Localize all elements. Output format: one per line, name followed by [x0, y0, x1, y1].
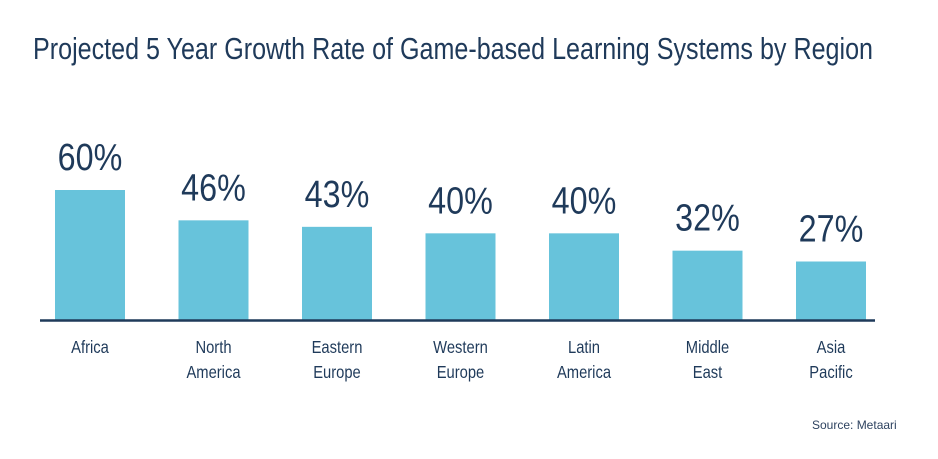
bar [55, 190, 125, 320]
x-tick-label: North [195, 338, 231, 358]
x-tick-label: Middle [686, 338, 729, 358]
x-tick-label: East [693, 363, 723, 383]
x-tick-label: Pacific [809, 363, 852, 383]
bar [302, 226, 372, 320]
x-tick-label: America [557, 363, 612, 383]
x-tick-label: Asia [817, 338, 846, 358]
x-tick-label: Europe [313, 363, 361, 383]
bar [672, 250, 743, 320]
data-label: 32% [675, 197, 740, 239]
x-tick-label: Europe [437, 363, 485, 383]
data-label: 60% [58, 137, 123, 179]
x-tick-label: Eastern [312, 338, 363, 358]
bar [425, 233, 496, 320]
x-tick-label: Africa [71, 338, 109, 358]
data-label: 27% [799, 208, 864, 250]
source-note: Source: Metaari [812, 418, 897, 432]
data-label: 40% [552, 180, 617, 222]
x-tick-label: Latin [568, 338, 600, 358]
data-label: 46% [181, 167, 246, 209]
bar [178, 220, 249, 320]
x-tick-label: Western [433, 338, 488, 358]
x-tick-label: America [186, 363, 241, 383]
bar [549, 233, 619, 320]
data-label: 43% [305, 173, 370, 215]
bar [796, 261, 866, 320]
chart-title: Projected 5 Year Growth Rate of Game-bas… [33, 31, 873, 66]
data-label: 40% [428, 180, 493, 222]
